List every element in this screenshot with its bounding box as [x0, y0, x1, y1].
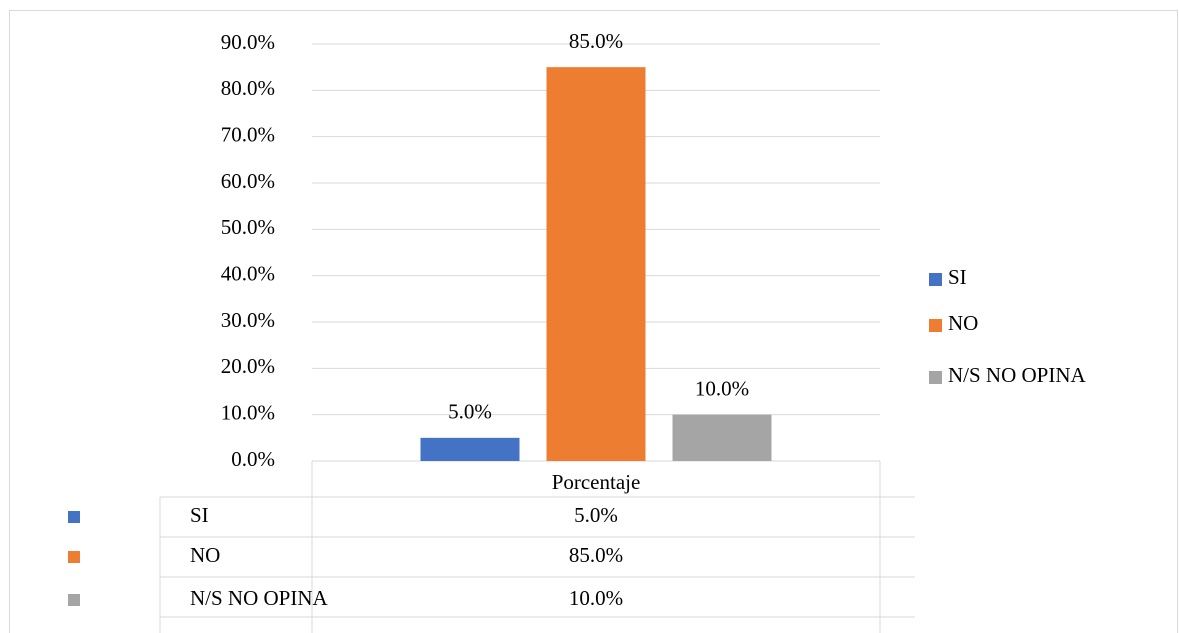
- y-tick-label: 20.0%: [221, 354, 275, 378]
- y-tick-label: 0.0%: [231, 447, 275, 471]
- bar: [672, 414, 772, 461]
- data-label: 10.0%: [695, 376, 749, 400]
- chart-frame: [9, 10, 1178, 633]
- legend-label: N/S NO OPINA: [948, 363, 1087, 387]
- table-row-label: N/S NO OPINA: [190, 586, 329, 610]
- legend-label: NO: [948, 311, 978, 335]
- table-row-label: SI: [190, 503, 209, 527]
- y-tick-label: 90.0%: [221, 30, 275, 54]
- table-swatch: [68, 594, 80, 606]
- table-cell: 85.0%: [569, 543, 623, 567]
- table-header: Porcentaje: [552, 470, 641, 494]
- legend-label: SI: [948, 265, 967, 289]
- legend-swatch: [929, 319, 942, 332]
- y-tick-label: 80.0%: [221, 76, 275, 100]
- y-tick-label: 70.0%: [221, 122, 275, 146]
- data-label: 85.0%: [569, 29, 623, 53]
- table-swatch: [68, 511, 80, 523]
- y-tick-label: 60.0%: [221, 169, 275, 193]
- table-cell: 10.0%: [569, 586, 623, 610]
- table-swatch: [68, 551, 80, 563]
- table-cell: 5.0%: [574, 503, 618, 527]
- legend-swatch: [929, 273, 942, 286]
- table-row-label: NO: [190, 543, 220, 567]
- y-tick-label: 30.0%: [221, 308, 275, 332]
- legend-swatch: [929, 371, 942, 384]
- bar: [546, 67, 646, 462]
- data-label: 5.0%: [448, 400, 492, 424]
- y-tick-label: 10.0%: [221, 400, 275, 424]
- y-tick-label: 40.0%: [221, 261, 275, 285]
- bar: [420, 437, 520, 461]
- y-tick-label: 50.0%: [221, 215, 275, 239]
